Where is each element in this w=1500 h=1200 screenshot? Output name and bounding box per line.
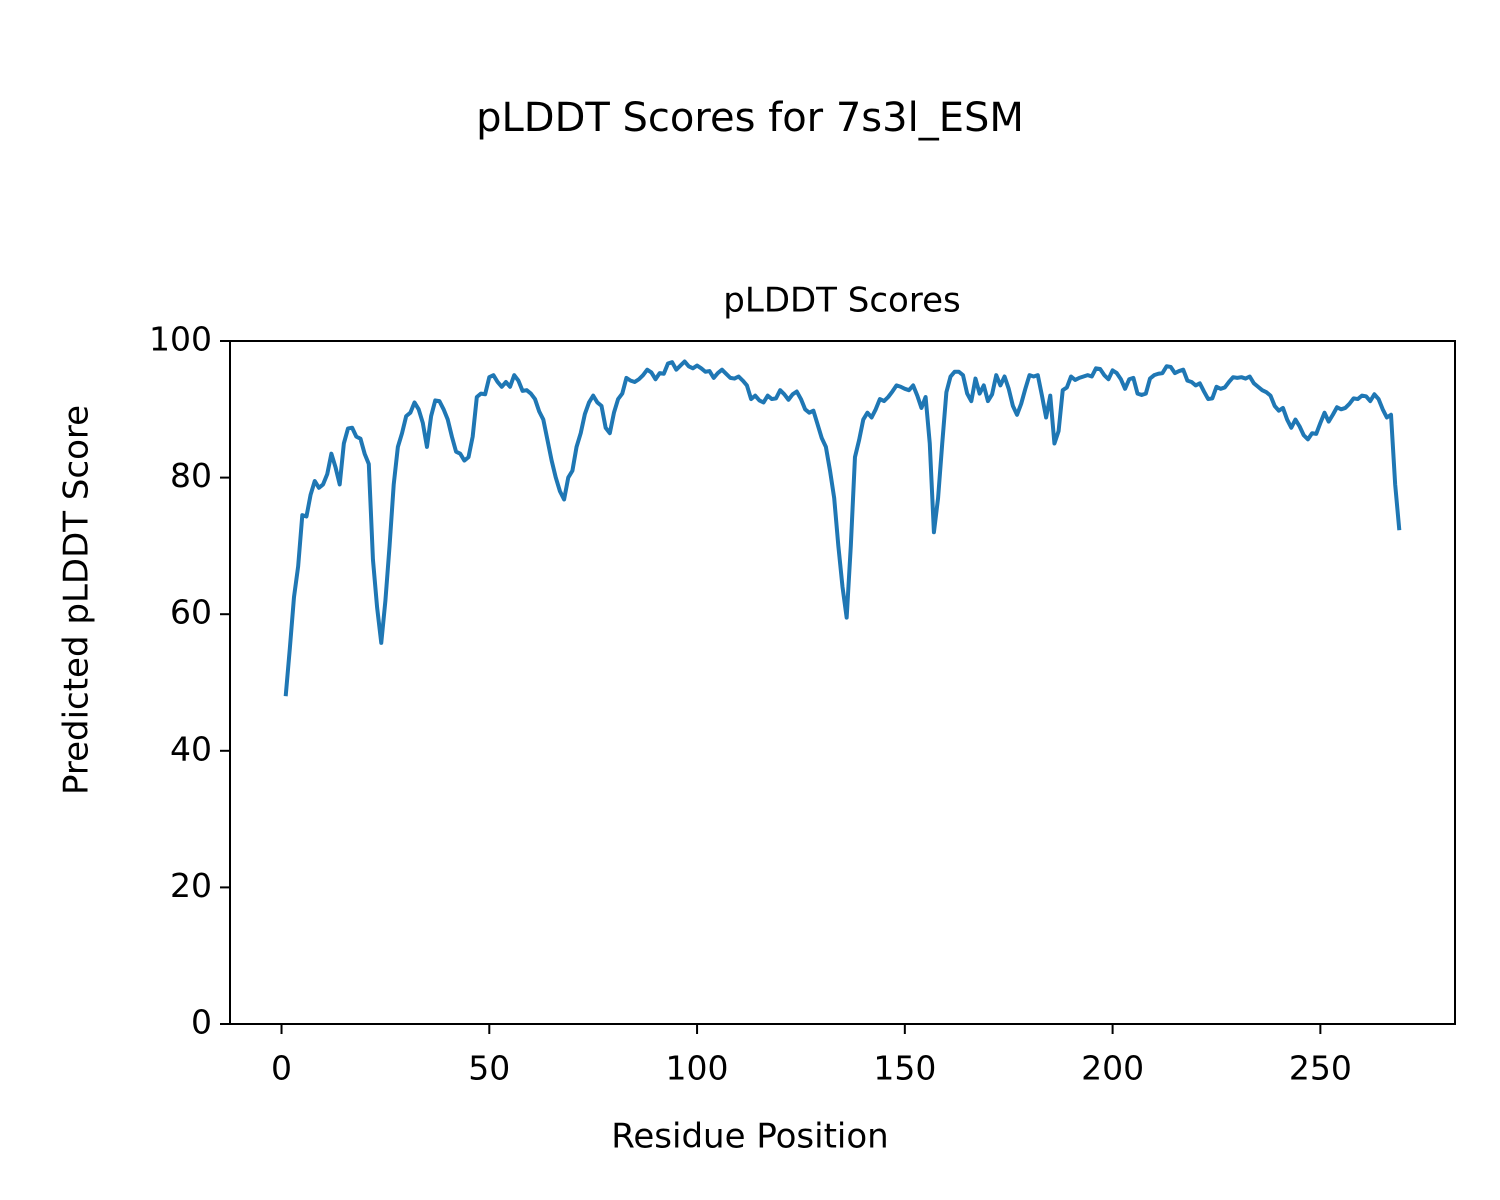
y-tick-label: 100 (149, 320, 212, 359)
y-tick-label: 20 (170, 866, 212, 905)
y-tick-label: 60 (170, 593, 212, 632)
x-tick-label: 50 (468, 1049, 510, 1088)
x-tick-label: 0 (271, 1049, 292, 1088)
y-tick-label: 40 (170, 729, 212, 768)
y-tick-label: 0 (191, 1003, 212, 1042)
x-tick-label: 200 (1081, 1049, 1144, 1088)
line-series (283, 359, 1402, 697)
y-axis-label: Predicted pLDDT Score (57, 405, 97, 795)
suptitle: pLDDT Scores for 7s3l_ESM (476, 95, 1024, 141)
x-tick-label: 250 (1289, 1049, 1352, 1088)
y-tick-label: 80 (170, 456, 212, 495)
x-axis-label: Residue Position (611, 1117, 888, 1157)
axes-title: pLDDT Scores (723, 281, 960, 321)
x-tick-label: 100 (666, 1049, 729, 1088)
x-tick-label: 150 (873, 1049, 936, 1088)
plot-frame (229, 340, 1456, 1025)
